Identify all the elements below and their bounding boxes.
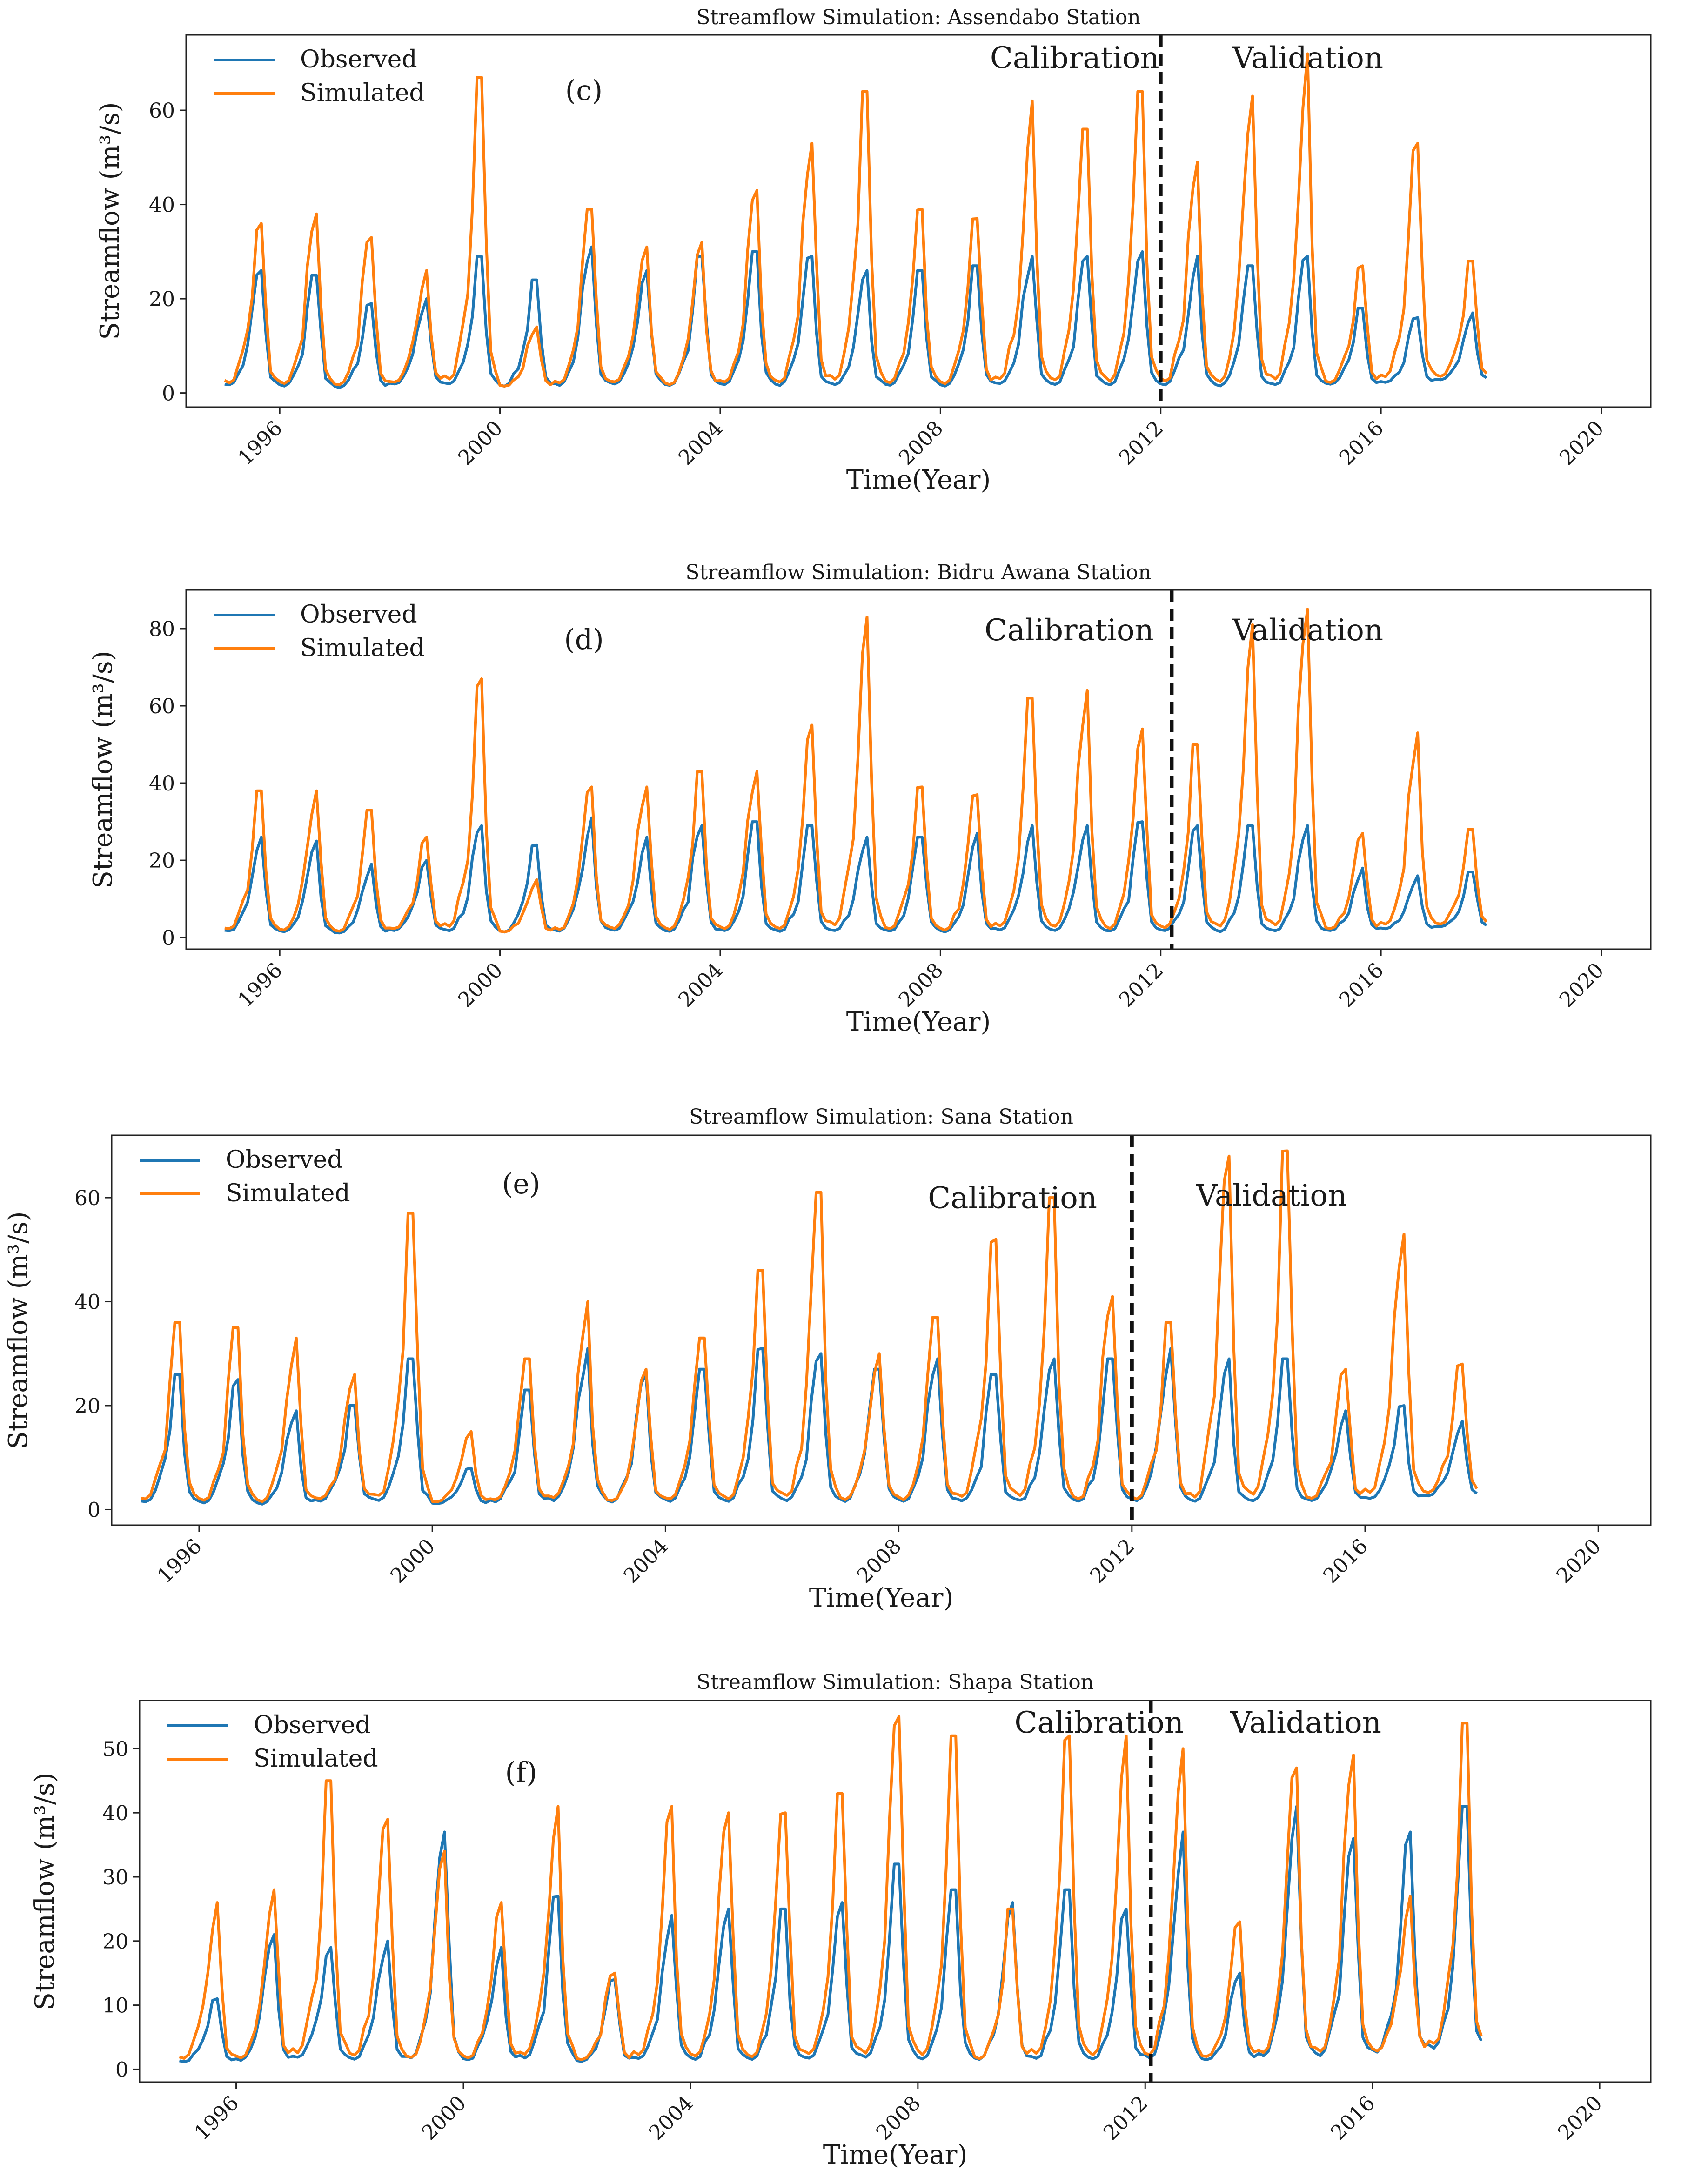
x-axis-title: Time(Year) xyxy=(823,2140,968,2170)
series-line-observed xyxy=(179,1805,1483,2063)
y-tick-label: 10 xyxy=(102,1994,128,2018)
legend-label-simulated: Simulated xyxy=(254,1745,378,1773)
legend-label-observed: Observed xyxy=(254,1711,371,1739)
annotation-calibration: Calibration xyxy=(985,613,1154,648)
chart-title: Streamflow Simulation: Bidru Awana Stati… xyxy=(685,561,1151,584)
annotation-calibration: Calibration xyxy=(990,41,1159,75)
legend-label-simulated: Simulated xyxy=(300,79,425,107)
y-tick-label: 20 xyxy=(149,288,175,311)
y-axis-title: Streamflow (m³/s) xyxy=(3,1212,33,1449)
y-tick-label: 20 xyxy=(149,849,175,873)
legend-label-observed: Observed xyxy=(300,601,417,629)
panel-label: (c) xyxy=(565,74,603,107)
series-line-simulated xyxy=(224,608,1488,933)
series-line-simulated xyxy=(179,1715,1483,2061)
y-tick-label: 60 xyxy=(149,99,175,123)
y-tick-label: 0 xyxy=(87,1498,100,1522)
y-tick-label: 0 xyxy=(115,2058,128,2082)
y-tick-label: 0 xyxy=(162,382,175,406)
annotation-validation: Validation xyxy=(1196,1179,1347,1213)
plot-frame xyxy=(139,1700,1652,2083)
y-tick-label: 40 xyxy=(149,772,175,796)
annotation-calibration: Calibration xyxy=(1014,1706,1184,1740)
plot-frame xyxy=(185,589,1652,950)
y-tick-label: 40 xyxy=(102,1802,128,1825)
x-axis-title: Time(Year) xyxy=(846,1007,991,1037)
y-tick-label: 20 xyxy=(74,1394,100,1418)
legend: Observed Simulated xyxy=(214,601,425,662)
y-axis-title: Streamflow (m³/s) xyxy=(95,102,125,340)
legend-label-simulated: Simulated xyxy=(300,634,425,662)
series-group xyxy=(141,1149,1478,1506)
legend-label-observed: Observed xyxy=(300,46,417,74)
plot-frame xyxy=(111,1134,1652,1526)
annotation-calibration: Calibration xyxy=(928,1181,1097,1215)
annotation-validation: Validation xyxy=(1232,41,1384,75)
x-axis-title: Time(Year) xyxy=(846,465,991,495)
legend: Observed Simulated xyxy=(140,1146,350,1207)
plot-frame xyxy=(185,34,1652,408)
annotation-validation: Validation xyxy=(1232,613,1384,648)
y-tick-label: 30 xyxy=(102,1866,128,1889)
legend: Observed Simulated xyxy=(167,1711,378,1773)
series-group xyxy=(224,608,1488,935)
chart-panel-2: Streamflow Simulation: Bidru Awana Stati… xyxy=(88,561,1652,1037)
series-group xyxy=(179,1715,1483,2063)
x-axis-title: Time(Year) xyxy=(809,1583,954,1613)
legend-label-observed: Observed xyxy=(226,1146,343,1174)
series-line-simulated xyxy=(224,52,1488,388)
legend: Observed Simulated xyxy=(214,46,425,107)
legend-label-simulated: Simulated xyxy=(226,1179,350,1207)
y-axis-title: Streamflow (m³/s) xyxy=(88,651,118,889)
y-tick-label: 60 xyxy=(74,1186,100,1210)
chart-title: Streamflow Simulation: Assendabo Station xyxy=(696,6,1140,29)
y-tick-label: 40 xyxy=(149,194,175,217)
y-tick-label: 80 xyxy=(149,617,175,641)
annotation-validation: Validation xyxy=(1230,1706,1381,1740)
panel-label: (f) xyxy=(505,1756,537,1789)
panel-label: (e) xyxy=(502,1168,540,1200)
y-tick-label: 50 xyxy=(102,1737,128,1761)
y-tick-label: 20 xyxy=(102,1930,128,1954)
series-group xyxy=(224,52,1488,389)
y-tick-label: 0 xyxy=(162,926,175,950)
y-axis-title: Streamflow (m³/s) xyxy=(30,1773,60,2010)
panel-label: (d) xyxy=(564,623,603,656)
y-tick-label: 40 xyxy=(74,1291,100,1314)
chart-title: Streamflow Simulation: Shapa Station xyxy=(697,1670,1094,1694)
series-line-simulated xyxy=(141,1149,1478,1503)
chart-title: Streamflow Simulation: Sana Station xyxy=(689,1105,1073,1129)
y-tick-label: 60 xyxy=(149,695,175,718)
